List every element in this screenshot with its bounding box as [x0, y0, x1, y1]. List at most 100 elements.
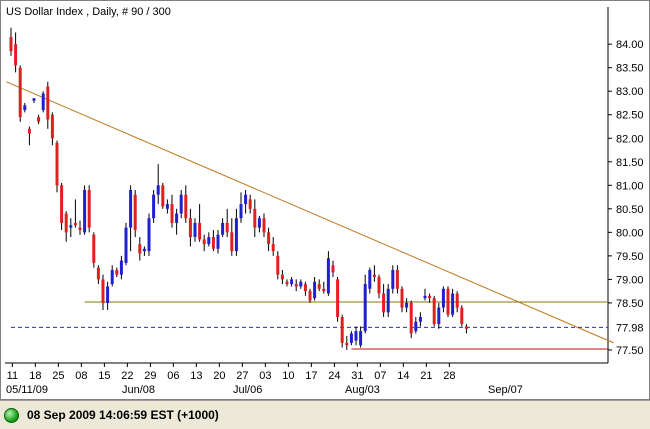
- candle: [386, 284, 390, 318]
- candle-body: [303, 284, 307, 292]
- candle: [133, 190, 137, 238]
- candle-body: [423, 295, 427, 299]
- last-price-box: [610, 320, 646, 335]
- candle-body: [414, 321, 418, 332]
- candle: [354, 326, 358, 346]
- candle-body: [290, 279, 294, 285]
- candle: [441, 286, 445, 313]
- chart-title: US Dollar Index , Daily, # 90 / 300: [6, 6, 171, 18]
- candle-body: [313, 281, 317, 299]
- candle-body: [340, 317, 344, 343]
- x-tick-label: 08: [75, 370, 87, 382]
- candle: [115, 267, 119, 278]
- candle: [377, 274, 381, 299]
- candle: [349, 331, 353, 346]
- candle-body: [73, 222, 77, 226]
- x-month-label: 05/11/09: [6, 384, 48, 396]
- x-tick-label: 27: [236, 370, 248, 382]
- candle-body: [345, 342, 349, 346]
- candle-body: [78, 227, 82, 230]
- candle: [87, 185, 91, 233]
- candle-body: [368, 269, 372, 289]
- candle-body: [27, 128, 31, 134]
- y-tick-label: 80.50: [616, 204, 644, 216]
- candle: [303, 281, 307, 296]
- candle: [188, 208, 192, 247]
- candle: [317, 279, 321, 292]
- candle: [276, 251, 280, 280]
- candle-body: [50, 114, 54, 139]
- candle: [207, 232, 211, 247]
- candle: [50, 112, 54, 146]
- candle-body: [455, 293, 459, 308]
- x-tick-label: 15: [98, 370, 110, 382]
- candle-body: [331, 265, 335, 273]
- candle: [455, 291, 459, 313]
- y-tick-label: 77.50: [616, 345, 644, 357]
- y-tick-label: 82.50: [616, 110, 644, 122]
- candle: [262, 213, 266, 238]
- candle: [395, 265, 399, 294]
- y-tick-label: 79.00: [616, 274, 644, 286]
- candle: [391, 265, 395, 294]
- candle-body: [395, 269, 399, 289]
- candle: [253, 199, 257, 238]
- status-timezone: EST (+1000): [150, 408, 219, 422]
- candle-body: [101, 279, 105, 303]
- x-tick-label: 14: [397, 370, 409, 382]
- candle-body: [96, 267, 100, 280]
- candle-body: [446, 288, 450, 315]
- candle: [69, 218, 73, 238]
- labels-layer: 84.00 83.50 83.00 82.50 82.00 81.50 81.00 80.50…: [6, 39, 646, 396]
- candle-body: [147, 218, 151, 252]
- candle: [124, 222, 128, 266]
- candle-body: [133, 194, 137, 230]
- candle: [138, 237, 142, 261]
- candle-body: [418, 317, 422, 322]
- candle: [460, 305, 464, 327]
- candle: [290, 277, 294, 287]
- candle-body: [92, 234, 96, 263]
- candle-body: [87, 190, 91, 228]
- candle-body: [294, 284, 298, 287]
- candle-body: [165, 204, 169, 209]
- candle: [432, 295, 436, 327]
- candle: [446, 286, 450, 318]
- candle-body: [257, 218, 261, 228]
- candle-body: [386, 288, 390, 313]
- trendline: [6, 81, 614, 344]
- candle: [363, 274, 367, 334]
- candle: [193, 218, 197, 242]
- candle: [248, 194, 252, 214]
- candle-body: [18, 67, 22, 118]
- candle-body: [308, 291, 312, 301]
- candle: [83, 185, 87, 235]
- candle: [359, 326, 363, 348]
- x-tick-label: 07: [374, 370, 386, 382]
- candle: [14, 32, 18, 73]
- candle: [428, 293, 432, 303]
- candle-body: [276, 255, 280, 275]
- candle: [423, 288, 427, 301]
- candle: [257, 215, 261, 233]
- candle: [119, 255, 123, 280]
- candle-body: [400, 288, 404, 308]
- x-tick-label: 13: [190, 370, 202, 382]
- candle-body: [267, 232, 271, 245]
- candle: [345, 335, 349, 350]
- candle-body: [317, 284, 321, 289]
- candle: [129, 185, 133, 252]
- x-tick-label: 21: [420, 370, 432, 382]
- candlestick-chart[interactable]: US Dollar Index , Daily, # 90 / 300 84.0…: [1, 1, 649, 399]
- candle-body: [248, 199, 252, 209]
- candle-body: [106, 286, 110, 303]
- candle: [198, 204, 202, 242]
- candle-body: [225, 222, 229, 233]
- candle-body: [428, 295, 432, 299]
- y-tick-label: 80.00: [616, 227, 644, 239]
- candle-body: [152, 194, 156, 219]
- candle: [372, 265, 376, 282]
- candle: [414, 317, 418, 334]
- candle: [92, 232, 96, 268]
- candle-body: [115, 269, 119, 275]
